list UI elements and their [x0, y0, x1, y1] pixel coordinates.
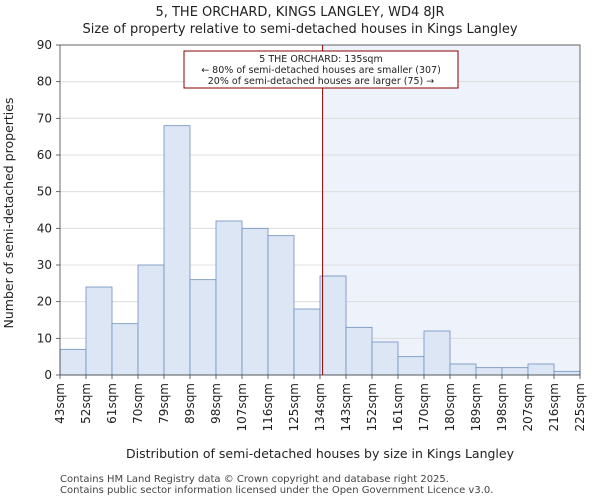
x-tick-label: 43sqm — [53, 383, 67, 424]
footer-copyright: Contains HM Land Registry data © Crown c… — [60, 474, 449, 485]
bar — [397, 356, 425, 376]
bar — [371, 341, 399, 376]
x-tick-label: 107sqm — [235, 383, 249, 431]
chart-subtitle: Size of property relative to semi-detach… — [82, 22, 517, 37]
bar — [423, 330, 451, 376]
x-tick-label: 189sqm — [469, 383, 483, 431]
chart-title: 5, THE ORCHARD, KINGS LANGLEY, WD4 8JR — [155, 5, 444, 20]
x-tick-label: 89sqm — [183, 383, 197, 424]
bar — [475, 367, 503, 376]
footer-licence: Contains public sector information licen… — [60, 485, 494, 496]
y-tick-label: 80 — [37, 75, 52, 89]
bar — [241, 227, 269, 376]
bars — [59, 125, 581, 376]
y-tick-label: 10 — [37, 331, 52, 345]
x-tick-label: 98sqm — [209, 383, 223, 424]
y-tick-label: 60 — [37, 148, 52, 162]
x-axis-ticks: 43sqm 52sqm 61sqm 70sqm 79sqm 89sqm 98sqm 107sq… — [53, 375, 587, 431]
annotation-line-1: 5 THE ORCHARD: 135sqm — [259, 54, 382, 65]
bar — [267, 235, 295, 376]
y-tick-label: 30 — [37, 258, 52, 272]
x-tick-label: 52sqm — [79, 383, 93, 424]
bar — [137, 264, 165, 376]
y-tick-label: 50 — [37, 185, 52, 199]
annotation-line-3: 20% of semi-detached houses are larger (… — [208, 76, 435, 87]
bar — [501, 367, 529, 376]
bar — [59, 348, 87, 376]
x-tick-label: 79sqm — [157, 383, 171, 424]
bar — [553, 370, 581, 376]
plot-frame — [59, 44, 581, 376]
x-tick-label: 198sqm — [495, 383, 509, 431]
x-tick-label: 170sqm — [417, 383, 431, 431]
bar — [215, 220, 243, 376]
annotation-line-2: ← 80% of semi-detached houses are smalle… — [201, 65, 441, 76]
x-tick-label: 134sqm — [313, 383, 327, 431]
bar — [449, 363, 477, 376]
x-tick-label: 180sqm — [443, 383, 457, 431]
x-tick-label: 207sqm — [521, 383, 535, 431]
x-tick-label: 143sqm — [339, 383, 353, 431]
x-tick-label: 70sqm — [131, 383, 145, 424]
annotation-box-frame — [183, 50, 459, 89]
bar — [293, 308, 321, 376]
bar — [189, 279, 217, 376]
annotation-box: 5 THE ORCHARD: 135sqm ← 80% of semi-deta… — [183, 50, 459, 89]
y-axis-label: Number of semi-detached properties — [1, 98, 16, 329]
x-tick-label: 116sqm — [261, 383, 275, 431]
y-axis-ticks: 0 10 20 30 40 50 60 70 80 90 — [37, 38, 60, 382]
y-tick-label: 0 — [44, 368, 52, 382]
x-tick-label: 61sqm — [105, 383, 119, 424]
larger-region-shading — [322, 45, 580, 375]
y-tick-label: 90 — [37, 38, 52, 52]
y-tick-label: 70 — [37, 111, 52, 125]
x-tick-label: 161sqm — [391, 383, 405, 431]
bar — [111, 323, 139, 376]
bar — [319, 275, 347, 376]
bar — [163, 125, 191, 376]
y-tick-label: 40 — [37, 221, 52, 235]
bar — [345, 326, 373, 376]
y-tick-label: 20 — [37, 295, 52, 309]
bar — [527, 363, 555, 376]
x-tick-label: 152sqm — [365, 383, 379, 431]
bar — [85, 286, 113, 376]
x-axis-label: Distribution of semi-detached houses by … — [126, 446, 515, 461]
x-tick-label: 125sqm — [287, 383, 301, 431]
x-tick-label: 225sqm — [573, 383, 587, 431]
x-tick-label: 216sqm — [547, 383, 561, 431]
